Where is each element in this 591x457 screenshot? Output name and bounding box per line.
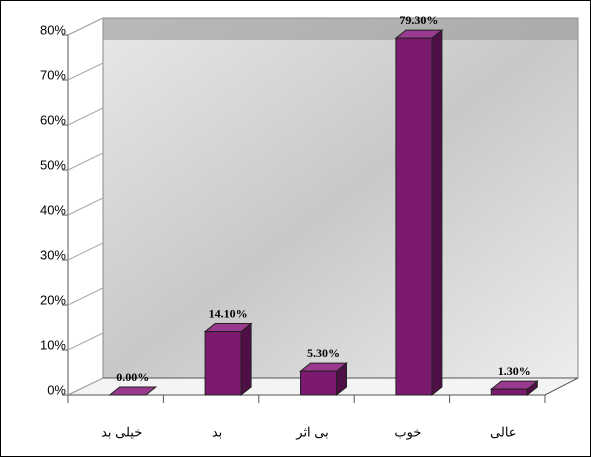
chart: 0%10%20%30%40%50%60%70%80%خیلی بد0.00%بد… xyxy=(0,0,591,457)
bar xyxy=(396,38,432,395)
x-tick-label: بد xyxy=(212,424,222,439)
x-tick-label: خوب xyxy=(394,424,421,440)
bar xyxy=(491,389,527,395)
page: 0%10%20%30%40%50%60%70%80%خیلی بد0.00%بد… xyxy=(0,0,591,457)
value-label: 1.30% xyxy=(498,364,531,378)
x-tick-label: بی اثر xyxy=(295,424,328,440)
bar-side xyxy=(241,324,251,395)
value-label: 0.00% xyxy=(116,370,149,384)
bar xyxy=(205,332,241,395)
value-label: 5.30% xyxy=(307,346,340,360)
bar xyxy=(301,371,337,395)
value-label: 79.30% xyxy=(399,13,438,27)
value-label: 14.10% xyxy=(209,306,248,320)
x-tick-label: عالی xyxy=(490,424,517,439)
bar-side xyxy=(432,30,442,395)
back-wall xyxy=(103,18,578,378)
wall-band xyxy=(103,18,578,40)
x-tick-label: خیلی بد xyxy=(101,424,142,439)
